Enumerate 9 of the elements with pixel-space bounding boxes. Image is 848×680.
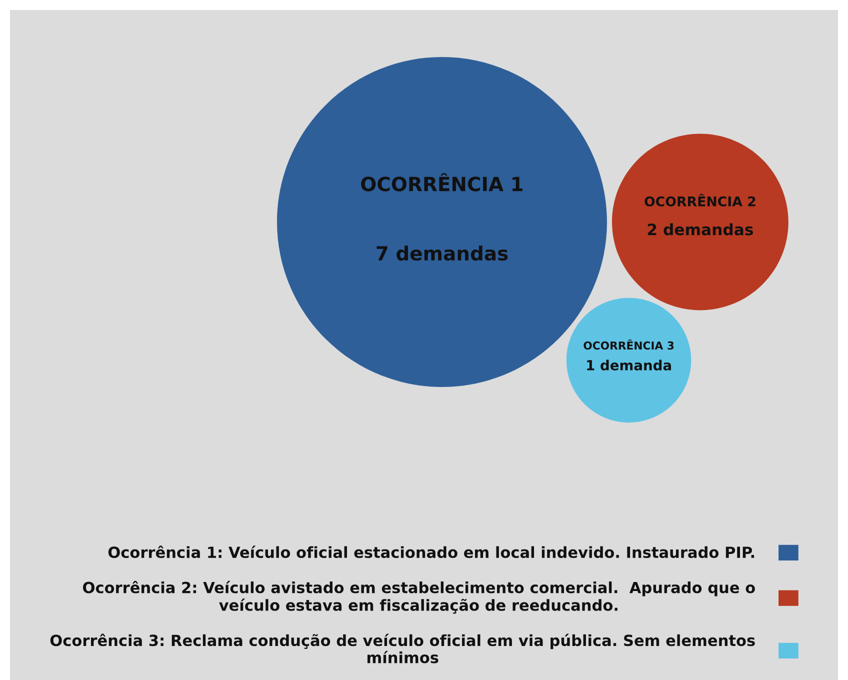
legend-label: Ocorrência 3: Reclama condução de veículo oficial em via pública. Sem elementos mínimos bbox=[50, 634, 755, 664]
category-label: OCORRÊNCIA 2 bbox=[644, 194, 756, 206]
data-label: 2 demandas bbox=[648, 223, 753, 236]
category-label: OCORRÊNCIA 1 bbox=[361, 173, 523, 192]
legend-label: Ocorrência 1: Veículo oficial estacionado em local indevido. Instaurado PIP. bbox=[108, 546, 754, 558]
data-label: 1 demanda bbox=[587, 360, 671, 370]
data-label: 7 demandas bbox=[376, 246, 508, 261]
legend-label: Ocorrência 2: Veículo avistado em estabelecimento comercial. Apurado que o veículo estava em fiscalização de reeducando. bbox=[83, 580, 755, 614]
category-label: OCORRÊNCIA 3 bbox=[584, 339, 674, 350]
